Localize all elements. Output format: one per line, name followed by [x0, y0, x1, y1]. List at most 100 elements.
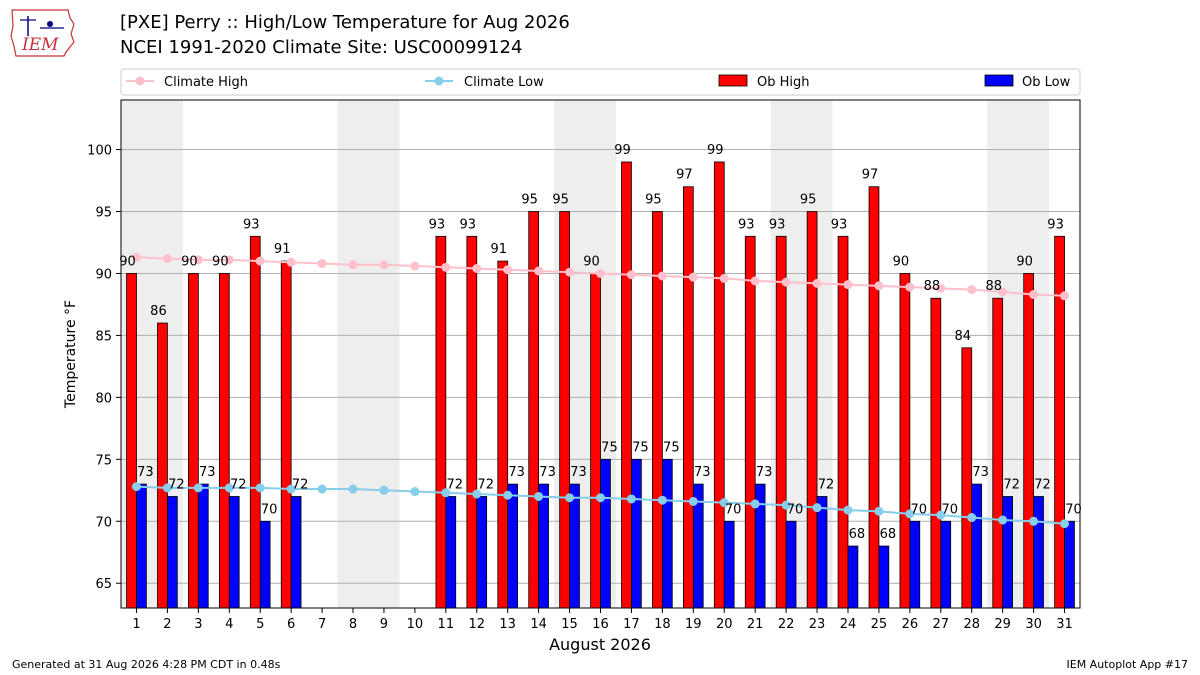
- climate-low-point-2: [162, 483, 172, 493]
- climate-high-point-13: [503, 265, 513, 275]
- ob-low-bar-27: [940, 520, 952, 609]
- x-tick-label-27: 27: [933, 617, 950, 632]
- climate-low-point-6: [286, 484, 296, 494]
- climate-high-point-8: [348, 260, 358, 270]
- x-tick-label-7: 7: [318, 617, 326, 632]
- x-tick-label-30: 30: [1025, 617, 1042, 632]
- climate-low-point-15: [565, 493, 575, 503]
- ob-low-bar-4: [228, 496, 240, 609]
- climate-low-point-26: [905, 509, 915, 519]
- climate-high-point-25: [874, 281, 884, 291]
- x-tick-label-18: 18: [654, 617, 671, 632]
- climate-high-point-5: [255, 256, 265, 266]
- ob-high-label-18: 95: [645, 193, 662, 208]
- ob-high-label-5: 93: [243, 217, 260, 232]
- ob-high-label-11: 93: [429, 217, 446, 232]
- y-tick-label-85: 85: [95, 329, 112, 344]
- ob-high-bar-24: [837, 235, 849, 609]
- ob-low-label-11: 72: [446, 477, 463, 492]
- iem-logo: IEM: [10, 9, 75, 57]
- climate-low-point-11: [441, 488, 451, 498]
- climate-high-point-21: [750, 276, 760, 286]
- climate-low-point-8: [348, 484, 358, 494]
- anemometer-icon: [47, 21, 53, 27]
- y-tick-label-65: 65: [95, 577, 112, 592]
- ob-low-label-4: 72: [230, 477, 247, 492]
- x-tick-label-19: 19: [685, 617, 702, 632]
- climate-low-point-13: [503, 490, 513, 500]
- climate-low-point-4: [224, 483, 234, 493]
- ob-high-label-21: 93: [738, 217, 755, 232]
- climate-low-point-22: [781, 500, 791, 510]
- ob-low-bar-17: [631, 458, 642, 609]
- legend-frame: [120, 68, 1081, 96]
- climate-low-point-7: [317, 484, 327, 494]
- x-tick-label-2: 2: [163, 617, 171, 632]
- ob-high-bar-5: [249, 235, 261, 609]
- ob-low-label-12: 72: [477, 477, 494, 492]
- ob-low-bar-26: [909, 520, 921, 609]
- ob-low-bar-14: [538, 483, 549, 609]
- ob-high-bar-11: [435, 235, 447, 609]
- climate-low-point-30: [1029, 516, 1039, 526]
- x-tick-label-15: 15: [561, 617, 578, 632]
- climate-high-point-18: [657, 271, 667, 281]
- shade-day-9: [368, 100, 400, 608]
- x-tick-label-5: 5: [256, 617, 264, 632]
- climate-low-point-19: [688, 496, 698, 506]
- x-tick-label-4: 4: [225, 617, 233, 632]
- ob-low-bar-15: [569, 483, 580, 609]
- ob-high-label-12: 93: [460, 217, 477, 232]
- ob-high-bar-25: [868, 186, 880, 609]
- ob-high-label-25: 97: [862, 168, 879, 183]
- ob-low-bar-3: [197, 483, 209, 609]
- ob-high-bar-16: [590, 273, 601, 609]
- ob-low-bar-20: [723, 520, 735, 609]
- x-tick-label-3: 3: [194, 617, 202, 632]
- ob-high-label-17: 99: [614, 143, 631, 158]
- ob-high-label-2: 86: [150, 304, 167, 319]
- ob-high-bar-3: [188, 273, 199, 609]
- ob-high-label-27: 88: [924, 279, 941, 294]
- climate-high-point-16: [596, 268, 605, 278]
- x-tick-label-12: 12: [468, 617, 485, 632]
- ob-high-bar-12: [466, 235, 478, 609]
- ob-low-label-16: 75: [601, 440, 618, 455]
- climate-low-point-12: [472, 489, 482, 499]
- ob-low-label-18: 75: [663, 440, 680, 455]
- ob-low-label-27: 70: [941, 502, 958, 517]
- ob-high-label-30: 90: [1016, 254, 1033, 269]
- climate-high-point-22: [781, 277, 791, 287]
- ob-low-label-22: 70: [787, 502, 804, 517]
- climate-low-point-3: [193, 483, 203, 493]
- y-tick-label-80: 80: [95, 391, 112, 406]
- ob-high-label-26: 90: [893, 254, 910, 269]
- x-axis-label: August 2026: [549, 635, 651, 654]
- climate-low-point-28: [967, 513, 977, 523]
- ob-high-label-6: 91: [274, 242, 291, 257]
- climate-low-point-5: [255, 483, 265, 493]
- y-tick-label-75: 75: [95, 453, 112, 468]
- ob-low-label-23: 72: [818, 477, 835, 492]
- logo-text: IEM: [21, 35, 59, 55]
- ob-low-bar-12: [476, 496, 488, 609]
- ob-low-label-13: 73: [508, 465, 525, 480]
- ob-low-bar-16: [600, 458, 611, 609]
- y-tick-label-90: 90: [95, 267, 112, 282]
- legend: Climate High Climate Low Ob High Ob Low: [120, 68, 1081, 96]
- ob-high-bar-27: [930, 297, 942, 609]
- ob-low-bar-28: [971, 483, 983, 609]
- climate-low-point-31: [1060, 519, 1070, 529]
- climate-high-point-2: [162, 254, 172, 264]
- ob-low-bar-30: [1033, 496, 1044, 609]
- ob-high-bar-26: [899, 273, 911, 609]
- ob-low-label-5: 70: [261, 502, 278, 517]
- y-tick-label-70: 70: [95, 515, 112, 530]
- climate-low-point-21: [750, 499, 760, 509]
- x-tick-label-9: 9: [380, 617, 388, 632]
- ob-high-label-20: 99: [707, 143, 724, 158]
- ob-low-bar-2: [167, 496, 178, 609]
- x-tick-label-16: 16: [592, 617, 609, 632]
- legend-item-ob-high: Ob High: [718, 74, 810, 90]
- x-tick-label-20: 20: [716, 617, 733, 632]
